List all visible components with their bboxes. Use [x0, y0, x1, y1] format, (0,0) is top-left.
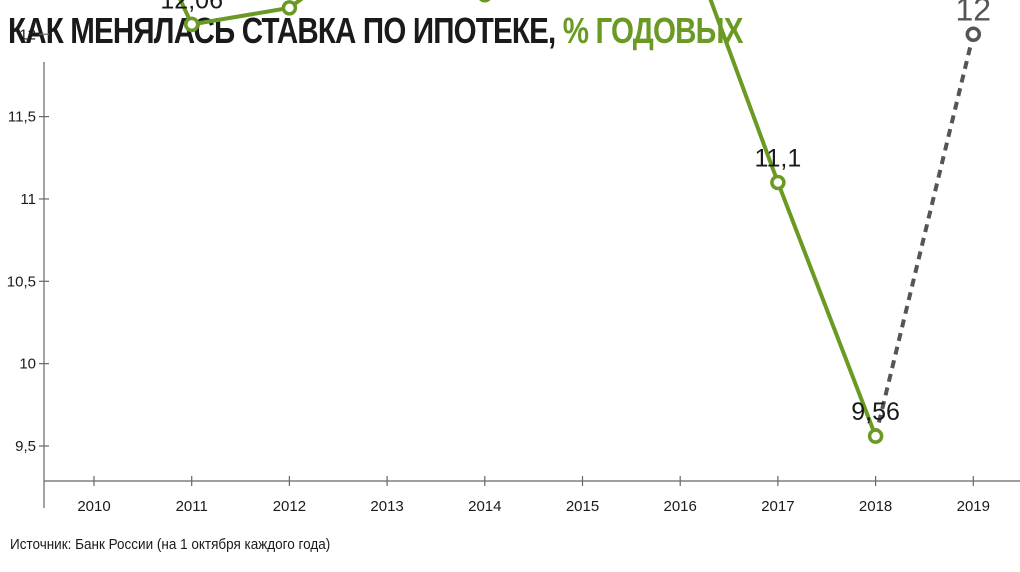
- x-tick-label: 2014: [468, 498, 501, 515]
- x-tick-label: 2019: [957, 498, 990, 515]
- y-tick-label: 10: [19, 356, 36, 373]
- data-point: [183, 16, 200, 33]
- series-line: [178, 0, 878, 437]
- data-point: [867, 428, 884, 444]
- y-tick-label: 11: [20, 191, 36, 208]
- projection-line: [873, 33, 976, 437]
- data-point: [770, 174, 786, 191]
- chart-title: КАК МЕНЯЛАСЬ СТАВКА ПО ИПОТЕКЕ, % ГОДОВЫ…: [8, 10, 743, 52]
- y-tick-label: 9,5: [15, 438, 36, 455]
- x-tick-label: 2010: [77, 498, 110, 515]
- x-tick-label: 2016: [664, 498, 697, 515]
- projection-point: [965, 26, 982, 42]
- projection-label: 12: [956, 0, 992, 27]
- x-tick-label: 2013: [370, 498, 403, 515]
- x-tick-label: 2017: [761, 498, 794, 515]
- chart-title-main: КАК МЕНЯЛАСЬ СТАВКА ПО ИПОТЕКЕ,: [8, 10, 556, 51]
- data-label: 9,56: [851, 398, 900, 426]
- x-tick-label: 2018: [859, 498, 892, 515]
- chart-title-accent: % ГОДОВЫХ: [562, 10, 744, 51]
- y-tick-label: 12: [19, 26, 36, 43]
- y-tick-label: 11,5: [8, 109, 36, 126]
- data-label: 11,1: [754, 144, 801, 172]
- x-tick-label: 2015: [566, 498, 599, 515]
- data-point: [281, 0, 298, 16]
- data-label: 12,06: [160, 0, 223, 14]
- x-tick-label: 2012: [273, 498, 306, 515]
- y-tick-label: 10,5: [7, 273, 36, 290]
- x-tick-label: 2011: [176, 498, 208, 515]
- source-note: Источник: Банк России (на 1 октября кажд…: [10, 536, 331, 553]
- data-point: [479, 0, 491, 3]
